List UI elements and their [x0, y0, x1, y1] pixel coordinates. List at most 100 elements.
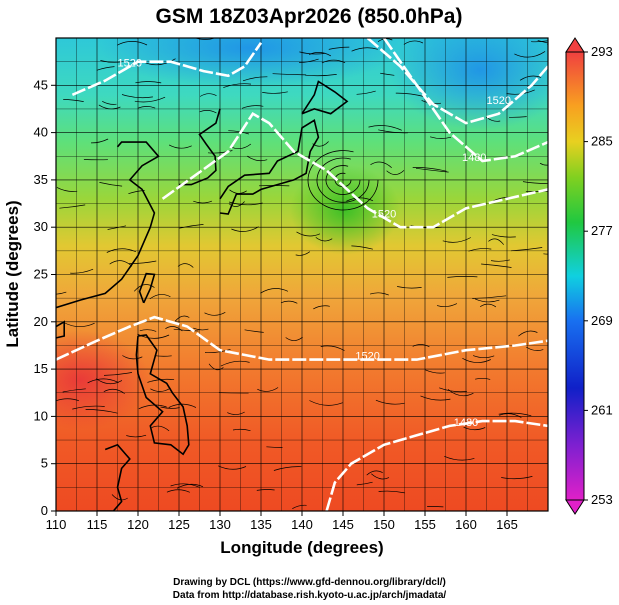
streamline — [204, 348, 231, 354]
coastline — [97, 443, 131, 511]
streamline — [179, 224, 204, 229]
coastline — [138, 272, 156, 304]
height-contour-line — [71, 41, 263, 96]
streamline — [366, 470, 383, 476]
streamline — [266, 446, 283, 448]
streamline — [395, 92, 425, 98]
y-tick-label: 35 — [34, 172, 48, 187]
streamline — [111, 494, 128, 501]
streamline — [403, 40, 424, 45]
chart-title: GSM 18Z03Apr2026 (850.0hPa) — [156, 5, 463, 28]
cyclone-streamline — [316, 157, 370, 203]
streamline — [103, 388, 125, 394]
streamline — [447, 276, 478, 278]
streamline — [223, 83, 252, 88]
streamline — [480, 303, 497, 308]
streamline — [462, 357, 491, 363]
streamline — [488, 238, 504, 245]
streamline — [525, 190, 548, 193]
warm-air-blob — [56, 330, 150, 430]
streamline — [63, 322, 95, 328]
streamline — [151, 425, 170, 432]
colorbar-tick-label: 269 — [591, 313, 613, 328]
streamline — [232, 428, 251, 432]
x-tick-label: 110 — [46, 517, 67, 532]
streamline — [99, 182, 123, 187]
x-tick-label: 125 — [168, 517, 190, 532]
x-tick-label: 140 — [291, 517, 313, 532]
streamline — [368, 125, 402, 131]
streamline — [296, 231, 321, 237]
streamline — [256, 489, 275, 491]
streamline — [305, 74, 337, 77]
streamline — [228, 201, 245, 207]
height-contour-line — [382, 38, 548, 163]
streamline — [498, 412, 532, 417]
x-tick-label: 120 — [127, 517, 149, 532]
x-tick-label: 165 — [496, 517, 518, 532]
streamline — [522, 181, 548, 184]
streamline — [285, 336, 303, 341]
height-contour-line — [325, 419, 548, 511]
streamline — [170, 483, 200, 488]
streamline — [490, 259, 510, 262]
streamline — [481, 263, 512, 268]
x-axis-ticks: 110 115 120 125 130 135 140 145 150 155 160 165 — [46, 511, 518, 532]
streamline — [85, 409, 118, 414]
streamline — [292, 504, 307, 510]
streamline — [371, 473, 390, 480]
streamline — [375, 399, 405, 405]
contour-label: 1520 — [372, 209, 396, 221]
streamline — [415, 167, 449, 173]
cold-air-blob — [390, 38, 548, 130]
streamline — [439, 387, 467, 393]
streamline — [472, 355, 495, 359]
streamline — [369, 292, 389, 296]
colorbar-tick-label: 293 — [591, 44, 613, 59]
streamline — [102, 100, 117, 105]
streamline — [356, 481, 373, 486]
streamline — [56, 291, 67, 295]
streamline — [133, 284, 155, 292]
streamline — [56, 398, 80, 402]
streamline — [412, 344, 430, 348]
height-contour-line — [366, 38, 548, 125]
streamline — [103, 372, 133, 376]
x-tick-label: 145 — [332, 517, 354, 532]
streamline — [199, 110, 217, 114]
height-contours: 1520 1520 1480 1520 1520 1480 — [56, 38, 548, 511]
streamline — [442, 237, 471, 243]
streamline — [117, 41, 148, 46]
streamline — [444, 455, 475, 461]
streamline — [412, 167, 447, 172]
streamline — [295, 251, 311, 256]
streamline — [135, 81, 162, 84]
streamline — [257, 387, 279, 392]
streamline — [107, 225, 127, 230]
streamline — [474, 298, 500, 303]
contour-label: 1480 — [454, 417, 478, 429]
credit-data-source: Data from http://database.rish.kyoto-u.a… — [172, 590, 447, 601]
streamline — [137, 106, 156, 109]
streamline — [272, 73, 307, 76]
streamline — [468, 248, 492, 252]
y-tick-label: 30 — [34, 219, 48, 234]
credit-dcl: Drawing by DCL (https://www.gfd-dennou.o… — [173, 577, 446, 588]
streamline — [436, 303, 458, 308]
plot-area: 1520 1520 1480 1520 1520 1480 — [56, 38, 548, 511]
cyclone-streamline — [307, 150, 379, 211]
streamline — [220, 360, 250, 367]
y-tick-label: 0 — [41, 503, 48, 518]
colorbar-gradient — [565, 51, 585, 501]
streamline — [100, 60, 123, 63]
streamline — [510, 247, 543, 252]
streamline — [351, 245, 373, 250]
streamline — [72, 405, 105, 410]
streamline — [508, 116, 527, 118]
streamline — [429, 136, 452, 139]
streamline — [313, 305, 330, 310]
streamline — [519, 75, 542, 81]
streamline — [547, 43, 548, 46]
streamline — [241, 105, 264, 109]
contour-label: 1480 — [462, 152, 486, 164]
